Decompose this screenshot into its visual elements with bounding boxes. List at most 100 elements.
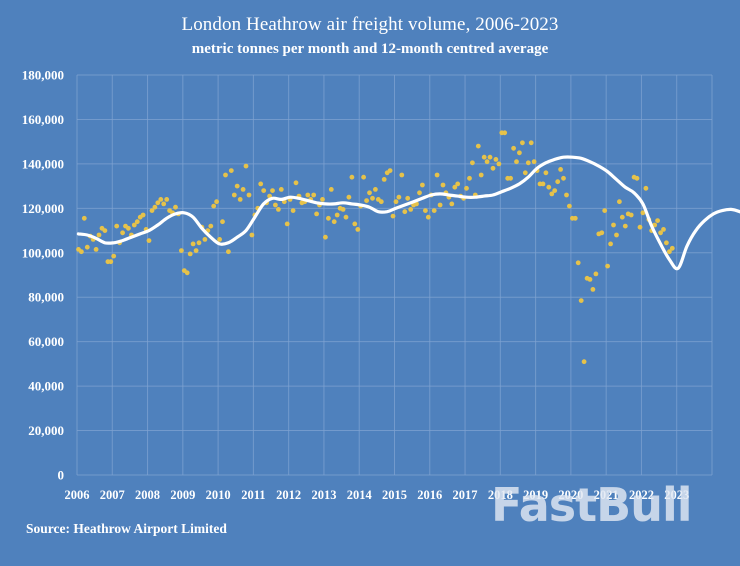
data-point [231, 192, 237, 198]
x-tick-label: 2014 [347, 488, 373, 502]
data-point [202, 237, 208, 242]
data-point [331, 219, 337, 225]
data-point [552, 188, 558, 194]
data-point [187, 251, 193, 257]
data-point [320, 197, 325, 202]
data-point [328, 187, 334, 192]
data-point [567, 203, 572, 209]
data-point [667, 249, 672, 255]
data-point [493, 157, 499, 162]
data-point [155, 200, 161, 206]
data-point [228, 168, 234, 174]
data-point [658, 230, 663, 236]
data-point [340, 207, 346, 212]
x-tick-label: 2015 [382, 488, 407, 502]
data-point [399, 172, 405, 178]
x-tick-label: 2016 [417, 488, 442, 502]
data-point [102, 228, 108, 234]
x-tick-label: 2018 [488, 488, 513, 502]
y-tick-label: 180,000 [22, 68, 64, 83]
data-point [293, 180, 299, 186]
data-point [402, 209, 408, 215]
data-point [467, 175, 472, 181]
data-point [396, 194, 402, 200]
source-note: Source: Heathrow Airport Limited [26, 521, 227, 536]
x-tick-label: 2021 [594, 488, 619, 502]
data-point [196, 240, 202, 246]
data-point [349, 174, 355, 180]
data-point [420, 182, 425, 188]
data-point [111, 253, 117, 259]
y-tick-label: 140,000 [22, 156, 64, 171]
data-point [131, 222, 137, 228]
data-point [373, 187, 378, 192]
data-point [437, 202, 443, 208]
data-point [164, 197, 170, 202]
x-tick-label: 2008 [135, 488, 160, 502]
y-tick-label: 120,000 [22, 201, 64, 216]
data-point [152, 204, 158, 210]
x-tick-label: 2007 [100, 488, 125, 502]
data-point [475, 143, 481, 149]
moving-average-line [76, 155, 740, 271]
data-point [449, 201, 455, 207]
data-point [405, 195, 411, 201]
data-point [284, 221, 290, 227]
data-point [558, 167, 563, 172]
monthly-freight-points [76, 130, 675, 365]
data-point [214, 199, 220, 205]
data-point [440, 182, 446, 188]
data-point [326, 215, 331, 221]
x-tick-label: 2009 [170, 488, 195, 502]
x-tick-label: 2012 [276, 488, 301, 502]
data-point [146, 238, 152, 244]
data-point [425, 214, 431, 220]
data-point [270, 188, 275, 194]
chart-subtitle: metric tonnes per month and 12-month cen… [191, 41, 549, 57]
x-tick-label: 2010 [206, 488, 231, 502]
data-point [611, 222, 616, 228]
data-point [370, 195, 375, 201]
data-point [514, 159, 519, 165]
data-point [261, 188, 267, 194]
data-point [643, 185, 649, 191]
data-point [599, 230, 605, 236]
data-point [79, 249, 84, 255]
x-tick-label: 2006 [65, 488, 90, 502]
x-tick-label: 2011 [241, 488, 265, 502]
data-point [278, 187, 284, 192]
data-point [664, 240, 669, 246]
data-point [243, 163, 249, 169]
data-point [81, 215, 87, 221]
data-point [234, 183, 240, 189]
data-point [220, 219, 225, 225]
data-point [346, 194, 352, 200]
x-axis-tick-labels: 2006 2007 2008 2009 2010 2011 2012 2013 2014 2015… [65, 488, 690, 502]
data-point [617, 199, 622, 205]
data-point [540, 181, 546, 187]
data-point [575, 260, 581, 266]
data-point [240, 187, 246, 192]
data-point [608, 241, 613, 247]
data-point [452, 184, 458, 190]
data-point [619, 214, 625, 220]
y-tick-label: 160,000 [22, 112, 64, 127]
data-point [587, 277, 593, 282]
data-point [634, 175, 640, 181]
data-point [273, 202, 278, 208]
data-point [614, 232, 619, 238]
data-point [378, 199, 384, 205]
data-point [481, 154, 487, 160]
data-point [669, 245, 675, 251]
data-point [387, 168, 393, 174]
data-point [602, 208, 608, 214]
data-point [323, 234, 328, 240]
data-point [590, 287, 596, 292]
data-point [381, 177, 387, 182]
data-point [125, 225, 131, 231]
data-point [652, 222, 658, 228]
data-point [361, 174, 366, 180]
data-point [290, 208, 296, 214]
data-point [276, 207, 281, 212]
data-point [496, 161, 502, 167]
